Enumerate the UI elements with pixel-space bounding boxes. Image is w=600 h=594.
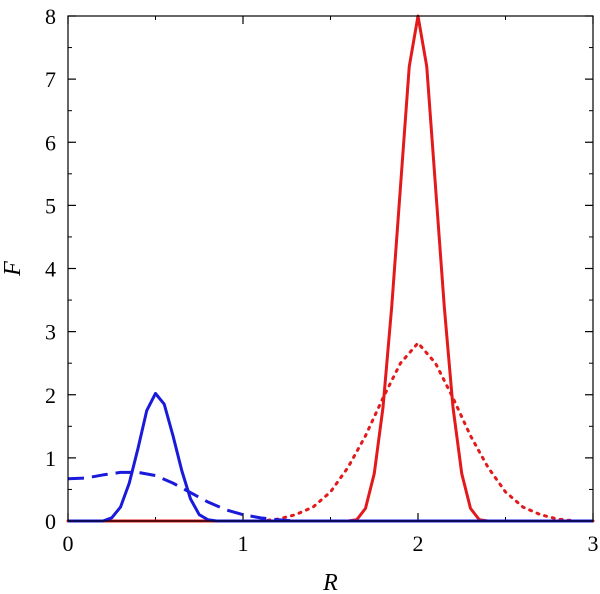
tick-labels: 0 1 2 3 0 1 2 3 4 5 6 7 8 <box>45 4 599 556</box>
x-axis-label: R <box>322 570 338 594</box>
x-tick-label: 0 <box>63 531 74 556</box>
series-line-1 <box>68 14 593 523</box>
y-tick-label: 1 <box>45 446 56 471</box>
plot-frame <box>67 15 594 522</box>
x-tick-label: 1 <box>238 531 249 556</box>
y-tick-label: 2 <box>45 383 56 408</box>
y-tick-label: 6 <box>45 130 56 155</box>
plot-lines <box>66 14 595 523</box>
series-line-3 <box>68 391 593 523</box>
y-axis-label: F <box>0 261 26 277</box>
y-tick-label: 5 <box>45 193 56 218</box>
minor-ticks <box>68 16 593 521</box>
y-tick-label: 3 <box>45 320 56 345</box>
series-line-4 <box>67 470 593 523</box>
x-tick-label: 2 <box>413 531 424 556</box>
y-tick-label: 7 <box>45 67 56 92</box>
x-tick-label: 3 <box>588 531 599 556</box>
y-tick-label: 8 <box>45 4 56 29</box>
series-line-2 <box>66 341 595 523</box>
y-tick-label: 4 <box>45 257 56 282</box>
major-ticks <box>67 15 594 522</box>
y-tick-label: 0 <box>45 509 56 534</box>
